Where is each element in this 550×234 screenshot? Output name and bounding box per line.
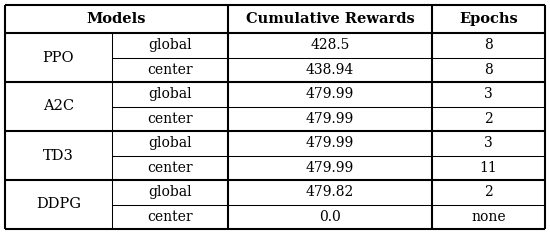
Text: 479.99: 479.99 bbox=[306, 87, 354, 101]
Text: center: center bbox=[147, 161, 193, 175]
Text: 479.82: 479.82 bbox=[306, 185, 354, 199]
Text: 0.0: 0.0 bbox=[319, 210, 341, 224]
Text: 3: 3 bbox=[484, 136, 493, 150]
Text: 2: 2 bbox=[484, 185, 493, 199]
Text: 2: 2 bbox=[484, 112, 493, 126]
Text: 438.94: 438.94 bbox=[306, 63, 354, 77]
Text: 8: 8 bbox=[484, 38, 493, 52]
Text: center: center bbox=[147, 63, 193, 77]
Text: 479.99: 479.99 bbox=[306, 161, 354, 175]
Text: A2C: A2C bbox=[43, 99, 74, 113]
Text: global: global bbox=[148, 185, 192, 199]
Text: Models: Models bbox=[87, 12, 146, 26]
Text: none: none bbox=[471, 210, 506, 224]
Text: 479.99: 479.99 bbox=[306, 136, 354, 150]
Text: center: center bbox=[147, 210, 193, 224]
Text: center: center bbox=[147, 112, 193, 126]
Text: 3: 3 bbox=[484, 87, 493, 101]
Text: global: global bbox=[148, 136, 192, 150]
Text: TD3: TD3 bbox=[43, 149, 74, 162]
Text: Epochs: Epochs bbox=[459, 12, 518, 26]
Text: Cumulative Rewards: Cumulative Rewards bbox=[246, 12, 414, 26]
Text: DDPG: DDPG bbox=[36, 197, 81, 212]
Text: 11: 11 bbox=[480, 161, 497, 175]
Text: 428.5: 428.5 bbox=[310, 38, 350, 52]
Text: 479.99: 479.99 bbox=[306, 112, 354, 126]
Text: global: global bbox=[148, 38, 192, 52]
Text: PPO: PPO bbox=[43, 51, 74, 65]
Text: global: global bbox=[148, 87, 192, 101]
Text: 8: 8 bbox=[484, 63, 493, 77]
